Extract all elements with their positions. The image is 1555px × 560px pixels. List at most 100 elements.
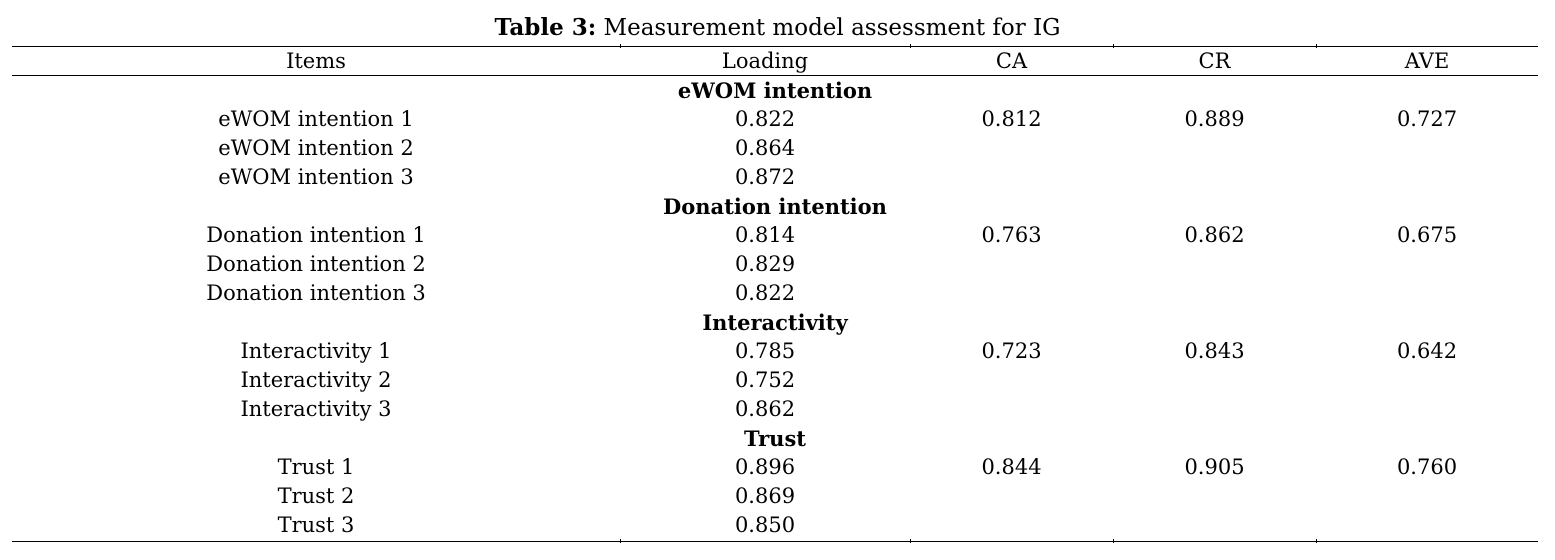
column-tick (910, 44, 911, 48)
table-row: eWOM intention 2 0.864 (12, 134, 1538, 163)
loading-cell: 0.752 (734, 368, 796, 392)
loading-cell: 0.862 (734, 397, 796, 421)
header-items: Items (286, 49, 346, 73)
item-cell: Trust 1 (277, 455, 355, 479)
table-header-rule (12, 75, 1538, 76)
header-loading: Loading (721, 49, 809, 73)
loading-cell: 0.864 (734, 136, 796, 160)
column-tick (620, 44, 621, 48)
cr-cell (1113, 511, 1316, 540)
item-cell: eWOM intention 2 (218, 136, 414, 160)
group-title: eWOM intention (12, 76, 1538, 105)
item-cell: Donation intention 3 (206, 281, 426, 305)
cr-cell (1113, 250, 1316, 279)
header-cr: CR (1198, 49, 1231, 73)
column-tick (1316, 44, 1317, 48)
table-top-rule (12, 46, 1538, 47)
table-row: eWOM intention 3 0.872 (12, 163, 1538, 192)
cr-cell (1113, 279, 1316, 308)
loading-cell: 0.872 (734, 165, 796, 189)
table-caption: Table 3: Measurement model assessment fo… (0, 13, 1555, 43)
table-bottom-rule (12, 541, 1538, 542)
table-row: Trust 3 0.850 (12, 511, 1538, 540)
cr-cell: 0.843 (1184, 339, 1245, 363)
ave-cell (1316, 134, 1538, 163)
ave-cell: 0.760 (1396, 455, 1458, 479)
column-tick (1316, 539, 1317, 543)
group-title-text: Interactivity (702, 310, 848, 335)
ca-cell (910, 511, 1113, 540)
item-cell: Trust 3 (277, 513, 355, 537)
group-header-row: Trust (12, 424, 1538, 453)
ca-cell (910, 395, 1113, 424)
header-ca: CA (995, 49, 1028, 73)
item-cell: Interactivity 1 (240, 339, 392, 363)
item-cell: eWOM intention 1 (218, 107, 414, 131)
loading-cell: 0.850 (734, 513, 796, 537)
cr-cell (1113, 482, 1316, 511)
item-cell: Donation intention 1 (206, 223, 426, 247)
cr-cell (1113, 134, 1316, 163)
cr-cell (1113, 395, 1316, 424)
ave-cell: 0.727 (1396, 107, 1458, 131)
item-cell: Interactivity 3 (240, 397, 392, 421)
table-row: Donation intention 2 0.829 (12, 250, 1538, 279)
group-header-row: Interactivity (12, 308, 1538, 337)
ave-cell (1316, 163, 1538, 192)
item-cell: Trust 2 (277, 484, 355, 508)
header-ave: AVE (1404, 49, 1450, 73)
ave-cell: 0.675 (1396, 223, 1458, 247)
group-title-text: Donation intention (663, 194, 887, 219)
group-title: Donation intention (12, 192, 1538, 221)
group-title: Trust (12, 424, 1538, 453)
ca-cell (910, 279, 1113, 308)
measurement-table: Items Loading CA CR AVE eWOM intention eW… (12, 47, 1538, 540)
loading-cell: 0.869 (734, 484, 796, 508)
loading-cell: 0.896 (734, 455, 796, 479)
ca-cell: 0.723 (981, 339, 1042, 363)
cr-cell (1113, 366, 1316, 395)
column-tick (1113, 539, 1114, 543)
table-row: Interactivity 1 0.785 0.723 0.843 0.642 (12, 337, 1538, 366)
ca-cell: 0.763 (981, 223, 1042, 247)
ave-cell: 0.642 (1396, 339, 1458, 363)
item-cell: eWOM intention 3 (218, 165, 414, 189)
item-cell: Donation intention 2 (206, 252, 426, 276)
ca-cell: 0.812 (981, 107, 1042, 131)
item-cell: Interactivity 2 (240, 368, 392, 392)
table-row: eWOM intention 1 0.822 0.812 0.889 0.727 (12, 105, 1538, 134)
table-row: Interactivity 2 0.752 (12, 366, 1538, 395)
ave-cell (1316, 482, 1538, 511)
ca-cell (910, 482, 1113, 511)
ca-cell (910, 250, 1113, 279)
caption-label: Table 3: (494, 14, 597, 41)
ave-cell (1316, 366, 1538, 395)
cr-cell: 0.889 (1184, 107, 1245, 131)
loading-cell: 0.829 (734, 252, 796, 276)
group-title-text: eWOM intention (677, 78, 873, 103)
ave-cell (1316, 511, 1538, 540)
group-title: Interactivity (12, 308, 1538, 337)
ca-cell (910, 163, 1113, 192)
loading-cell: 0.822 (734, 281, 796, 305)
group-title-text: Trust (744, 426, 806, 451)
table-row: Trust 2 0.869 (12, 482, 1538, 511)
group-header-row: eWOM intention (12, 76, 1538, 105)
ca-cell (910, 134, 1113, 163)
caption-text: Measurement model assessment for IG (596, 15, 1061, 41)
ca-cell (910, 366, 1113, 395)
column-tick (910, 539, 911, 543)
table-body: eWOM intention eWOM intention 1 0.822 0.812… (12, 76, 1538, 540)
loading-cell: 0.785 (734, 339, 796, 363)
ave-cell (1316, 250, 1538, 279)
cr-cell (1113, 163, 1316, 192)
loading-cell: 0.822 (734, 107, 796, 131)
table-row: Donation intention 3 0.822 (12, 279, 1538, 308)
table-header-row: Items Loading CA CR AVE (12, 47, 1538, 76)
loading-cell: 0.814 (734, 223, 796, 247)
ca-cell: 0.844 (981, 455, 1042, 479)
cr-cell: 0.862 (1184, 223, 1245, 247)
cr-cell: 0.905 (1184, 455, 1245, 479)
ave-cell (1316, 395, 1538, 424)
